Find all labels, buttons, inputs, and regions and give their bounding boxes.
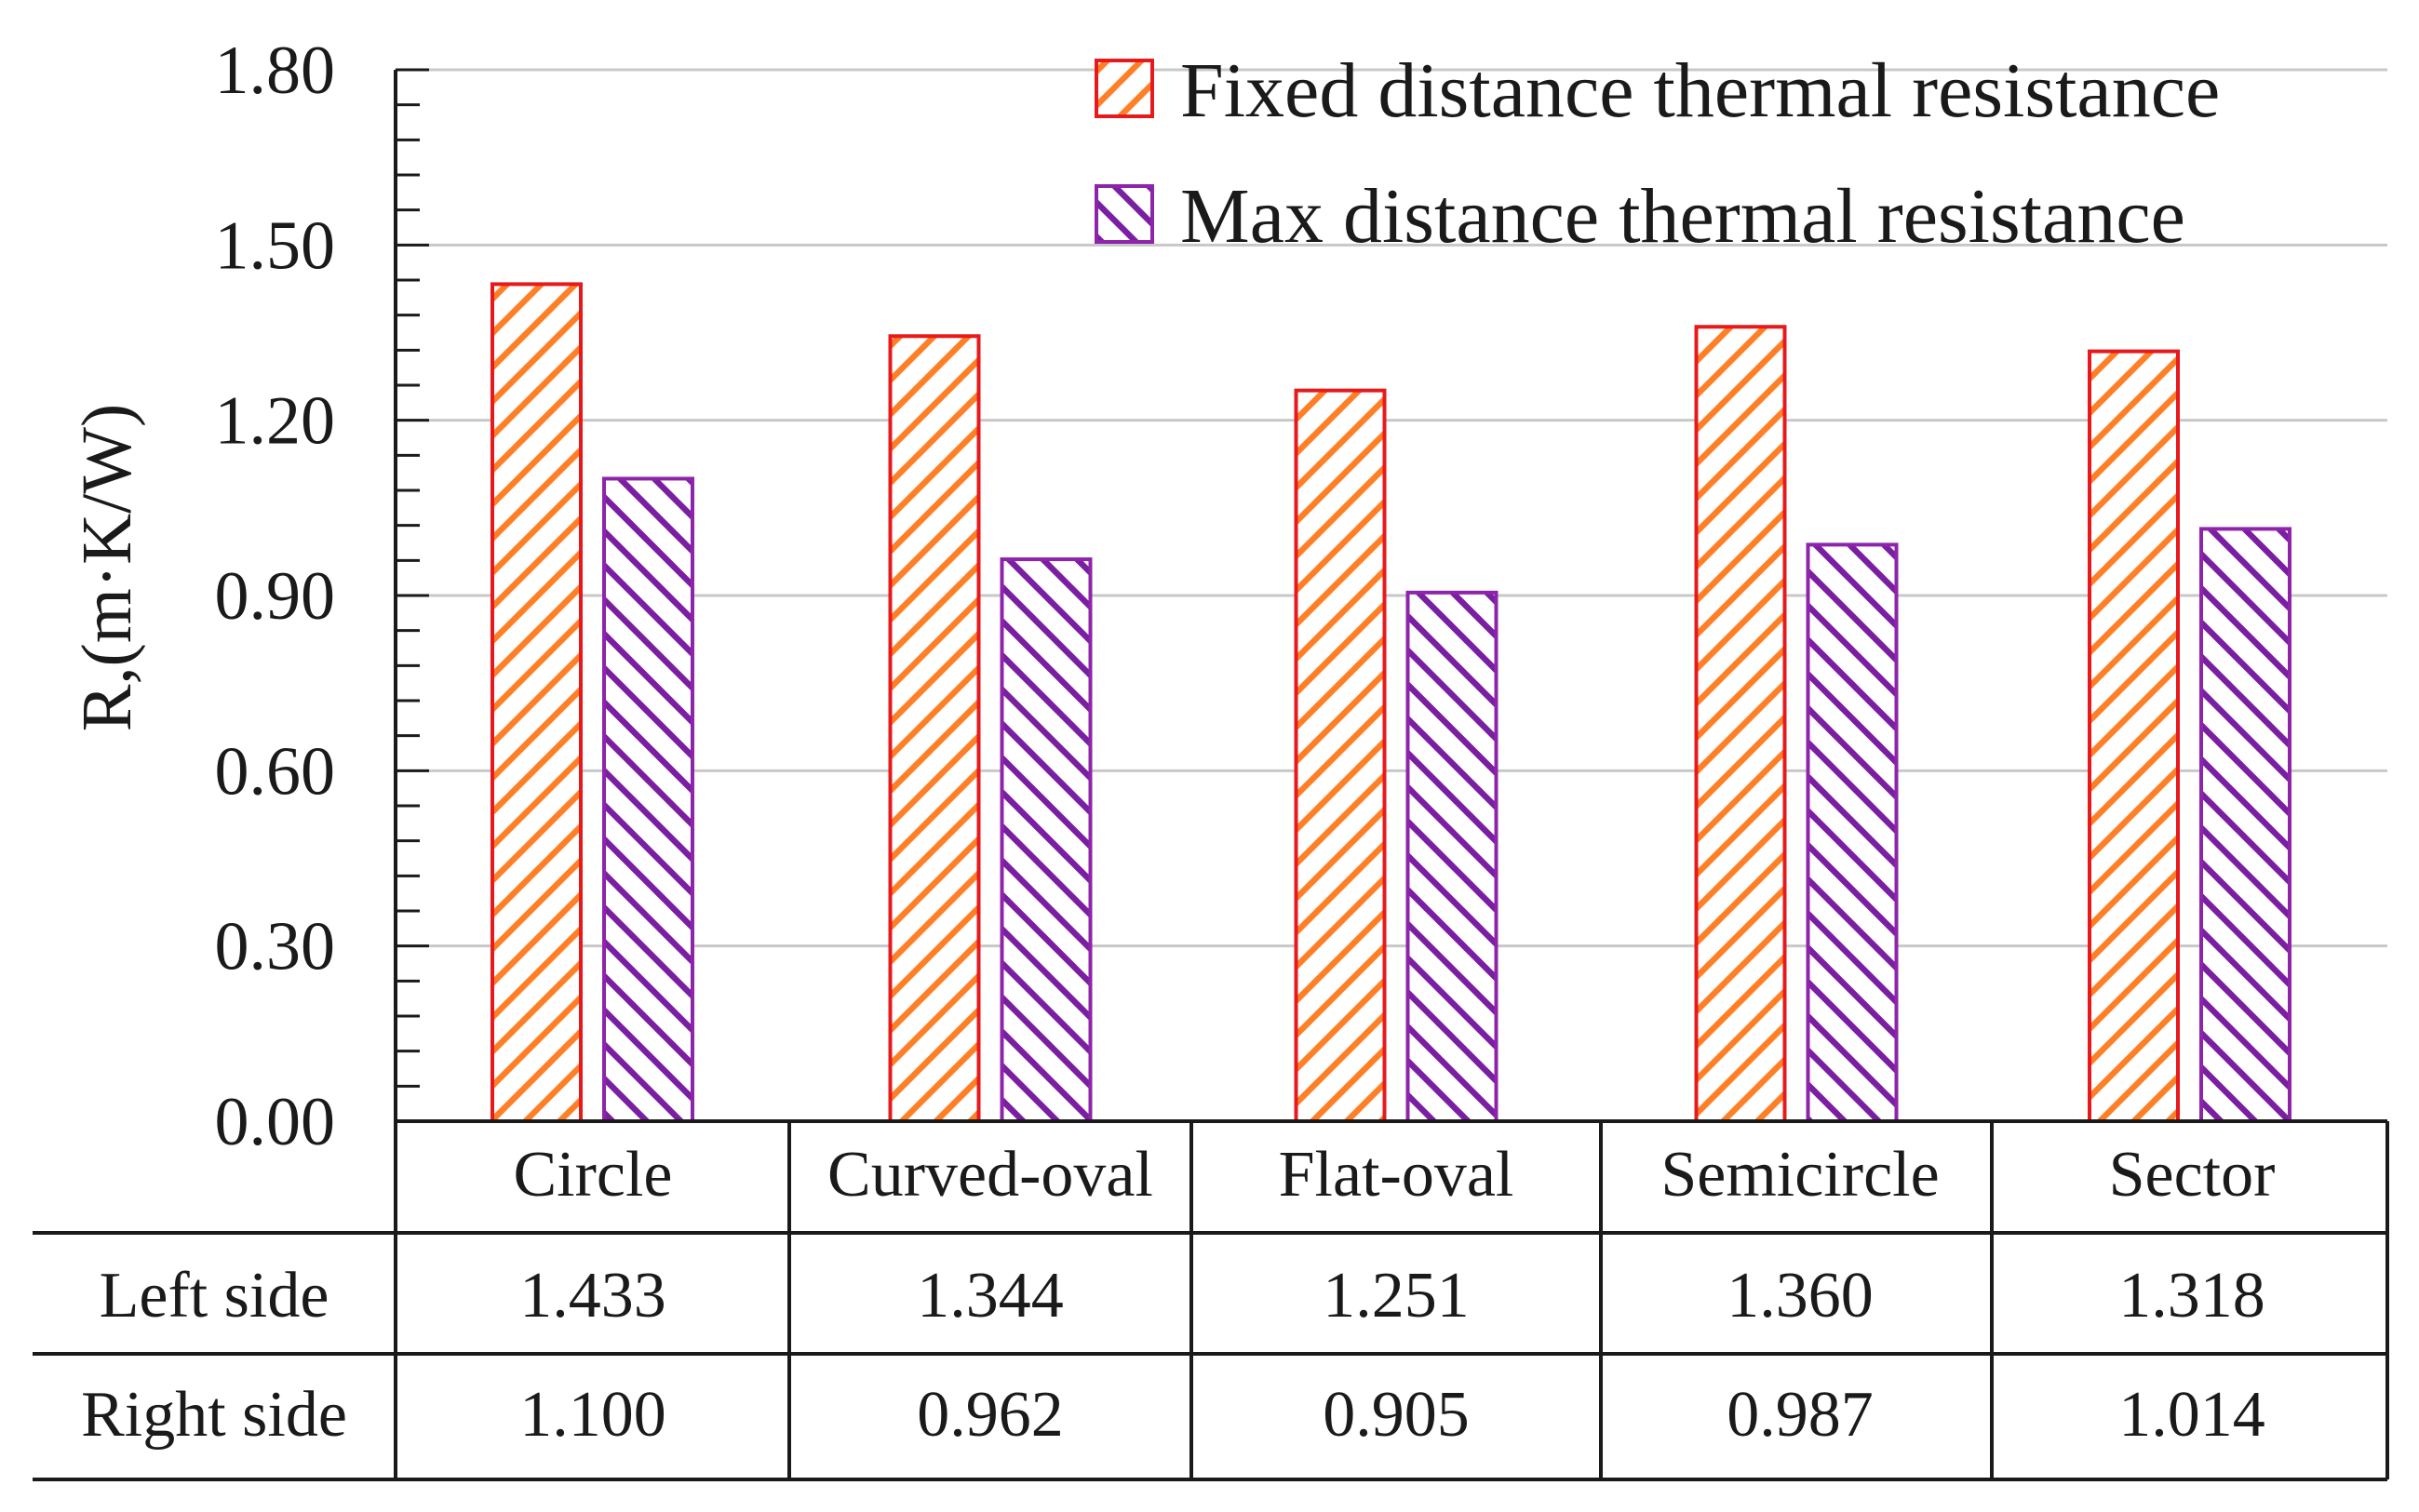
y-tick-label-0.00: 0.00 (215, 1084, 336, 1160)
table-header-circle: Circle (513, 1139, 672, 1211)
legend-swatch-max (1095, 184, 1154, 244)
bar-max-sector (2199, 527, 2291, 1123)
y-tick-label-0.60: 0.60 (215, 733, 336, 810)
y-tick-label-0.30: 0.30 (215, 909, 336, 985)
bar-max-curved-oval (1000, 557, 1093, 1123)
table-cell-right-semicircle: 0.987 (1727, 1379, 1874, 1451)
bar-fixed-flat-oval (1294, 388, 1387, 1123)
table-header-semicircle: Semicircle (1660, 1139, 1939, 1211)
table-cell-right-flat-oval: 0.905 (1323, 1379, 1470, 1451)
table-cell-left-curved-oval: 1.344 (917, 1260, 1064, 1331)
table-cell-left-circle: 1.433 (519, 1260, 666, 1331)
bar-fixed-semicircle (1694, 325, 1787, 1123)
y-tick-label-0.90: 0.90 (215, 558, 336, 635)
table-header-sector: Sector (2109, 1139, 2276, 1211)
legend-swatch-fixed (1095, 59, 1154, 118)
bars (491, 282, 2291, 1124)
axes (394, 68, 2387, 1123)
table-grid-lines (33, 1121, 2389, 1481)
table-row-label-left-side: Left side (100, 1260, 329, 1331)
table-cell-right-curved-oval: 0.962 (917, 1379, 1064, 1451)
bar-fixed-curved-oval (888, 334, 981, 1123)
y-tick-label-1.20: 1.20 (215, 383, 336, 460)
grid-lines (396, 68, 2387, 948)
table-header-flat-oval: Flat-oval (1279, 1139, 1514, 1211)
bar-fixed-sector (2088, 349, 2180, 1124)
bar-max-circle (602, 476, 694, 1123)
data-table: Circle Curved-oval Flat-oval Semicircle … (33, 1121, 2389, 1481)
y-tick-labels: 0.00 0.30 0.60 0.90 1.20 1.50 1.80 (215, 33, 336, 1160)
legend: Fixed distance thermal resistance Max di… (1095, 47, 2220, 260)
table-cell-right-circle: 1.100 (519, 1379, 666, 1451)
bar-fixed-circle (491, 282, 583, 1123)
table-cell-right-sector: 1.014 (2118, 1379, 2265, 1451)
bar-max-flat-oval (1405, 590, 1498, 1123)
table-cell-left-sector: 1.318 (2118, 1260, 2265, 1331)
y-tick-label-1.50: 1.50 (215, 207, 336, 284)
table-row-label-right-side: Right side (81, 1379, 347, 1451)
y-tick-label-1.80: 1.80 (215, 33, 336, 109)
bar-max-semicircle (1806, 542, 1899, 1123)
table-header-curved-oval: Curved-oval (827, 1139, 1153, 1211)
legend-label-max: Max distance thermal resistance (1180, 173, 2185, 260)
table-cell-left-flat-oval: 1.251 (1323, 1260, 1470, 1331)
table-cell-left-semicircle: 1.360 (1727, 1260, 1874, 1331)
legend-label-fixed: Fixed distance thermal resistance (1180, 47, 2220, 134)
y-axis-label: R,(m·K/W) (68, 404, 146, 731)
